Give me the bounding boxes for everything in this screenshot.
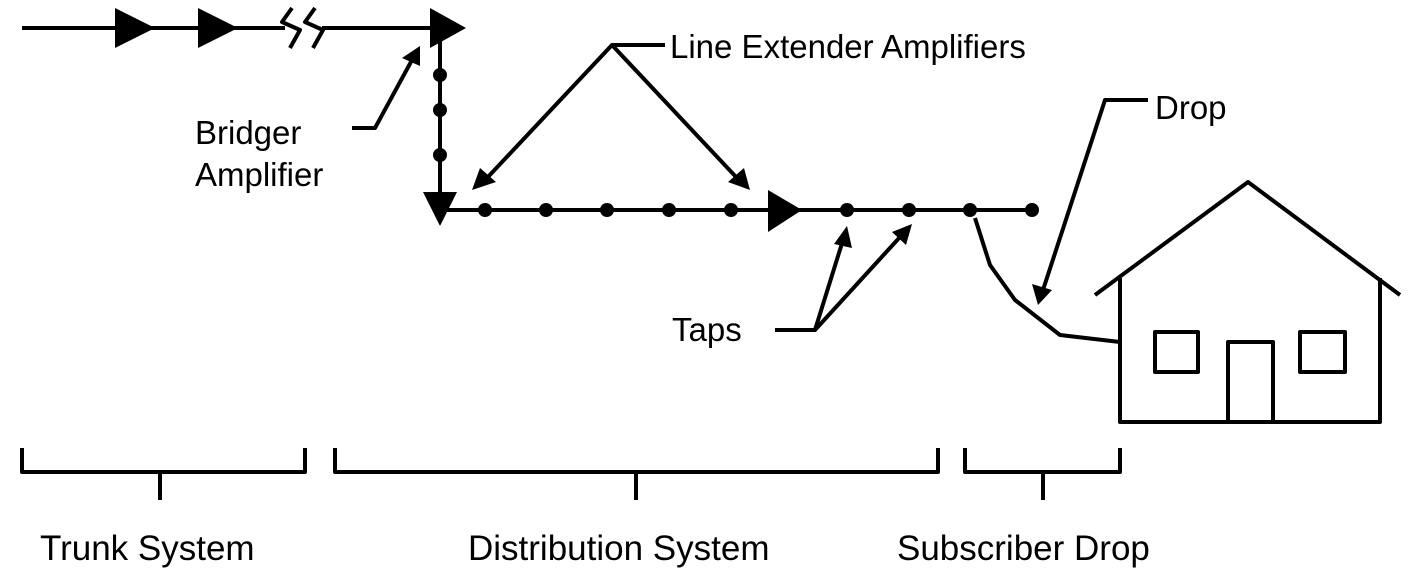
section-label: Trunk System: [40, 529, 255, 568]
label: Line Extender Amplifiers: [670, 28, 1026, 65]
section-label: Distribution System: [468, 529, 769, 568]
brackets: [22, 448, 1120, 500]
section-label: Subscriber Drop: [897, 529, 1150, 568]
cable-diagram: Line Extender Amplifiers Bridger Amplifi…: [0, 0, 1410, 568]
house: [1095, 182, 1400, 422]
label: Taps: [672, 311, 742, 348]
trunk-line: [22, 8, 466, 48]
arrows: [352, 45, 1148, 330]
label: Amplifier: [195, 156, 323, 193]
label: Drop: [1155, 89, 1227, 126]
label: Bridger: [195, 114, 301, 151]
